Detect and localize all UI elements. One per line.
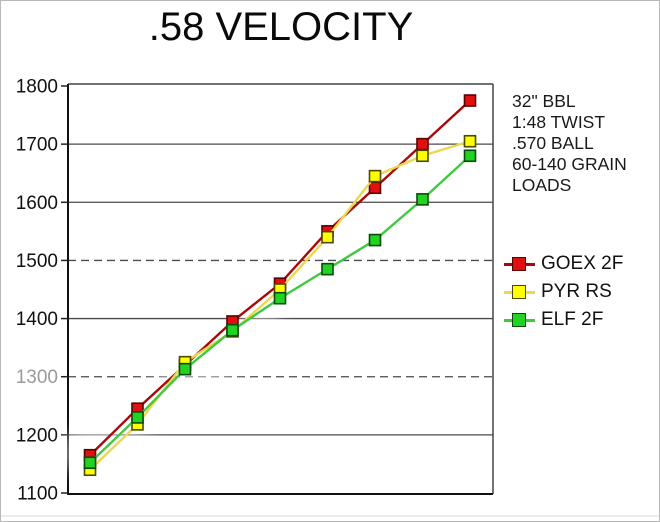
marker-elf-2f-80gr (178, 362, 192, 376)
marker-pyr-rs-110gr (321, 230, 334, 244)
y-tick-label-1400: 1400 (16, 309, 58, 330)
legend-item-pyr-rs: PYR RS (504, 278, 623, 306)
marker-goex-2f-140gr (463, 94, 477, 107)
marker-elf-2f-60gr (83, 456, 97, 470)
legend-label: ELF 2F (541, 309, 604, 330)
annotation-line: 32" BBL (512, 91, 576, 111)
y-tick-label-1800: 1800 (16, 77, 58, 98)
marker-elf-2f-110gr (321, 262, 334, 276)
legend: GOEX 2F PYR RS ELF 2F (504, 250, 623, 334)
marker-elf-2f-70gr (131, 411, 144, 424)
annotation-line: 1:48 TWIST (512, 112, 606, 132)
marker-elf-2f-130gr (416, 193, 429, 206)
marker-elf-2f-100gr (273, 291, 287, 305)
chart-title: .58 VELOCITY (148, 5, 414, 49)
legend-marker-square-icon (504, 284, 535, 300)
marker-goex-2f-130gr (416, 137, 429, 151)
legend-label: GOEX 2F (541, 253, 624, 274)
y-tick-label-1100: 1100 (17, 484, 58, 505)
y-tick-label-1200: 1200 (16, 425, 58, 446)
watermark-wash (58, 310, 284, 474)
legend-item-goex-2f: GOEX 2F (504, 250, 623, 278)
legend-item-elf-2f: ELF 2F (504, 306, 623, 334)
y-tick-label-1300: 1300 (16, 367, 58, 388)
annotation-line: LOADS (512, 175, 572, 195)
marker-pyr-rs-140gr (463, 134, 477, 148)
legend-marker-square-icon (504, 256, 535, 272)
annotation-line: 60-140 GRAIN (512, 154, 627, 174)
marker-elf-2f-90gr (226, 323, 239, 337)
legend-marker-square-icon (504, 312, 535, 328)
marker-pyr-rs-130gr (416, 149, 429, 163)
y-tick-label-1700: 1700 (16, 135, 58, 156)
marker-goex-2f-120gr (368, 181, 382, 195)
y-tick-label-1500: 1500 (16, 251, 58, 272)
legend-label: PYR RS (541, 281, 612, 302)
load-info-annotation: 32" BBL 1:48 TWIST .570 BALL 60-140 GRAI… (512, 91, 627, 196)
marker-elf-2f-120gr (368, 233, 382, 247)
marker-pyr-rs-120gr (368, 169, 382, 183)
y-tick-label-1600: 1600 (16, 193, 58, 214)
annotation-line: .570 BALL (512, 133, 594, 153)
marker-elf-2f-140gr (463, 149, 477, 163)
